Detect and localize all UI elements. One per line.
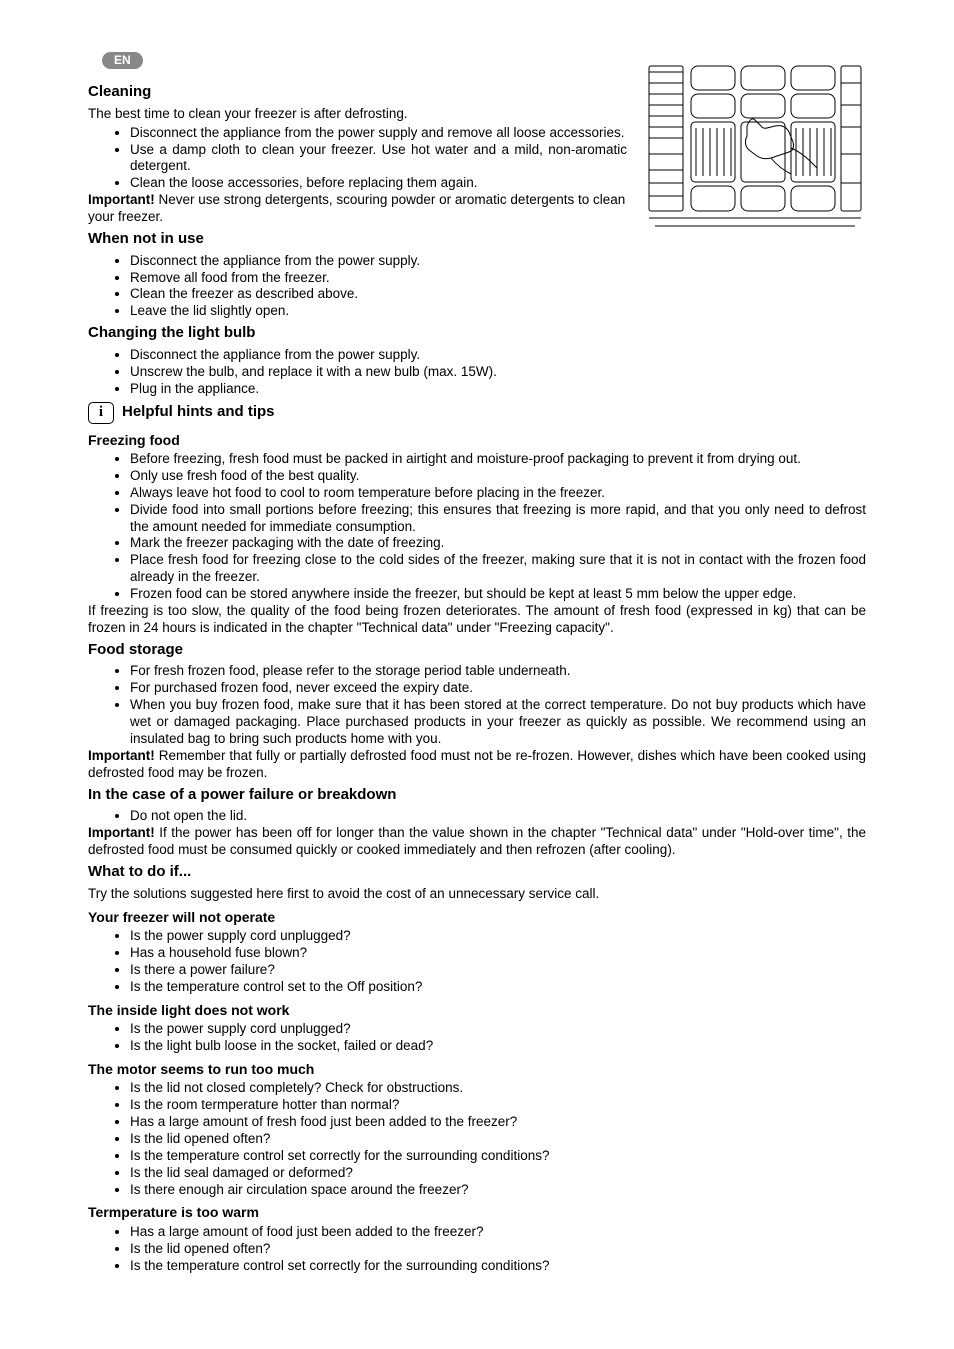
light-bulb-list: Disconnect the appliance from the power … [88, 347, 866, 398]
important-text: If the power has been off for longer tha… [88, 825, 866, 857]
troubleshoot-list: Is the lid not closed completely? Check … [88, 1080, 866, 1198]
what-to-do-heading: What to do if... [88, 863, 866, 882]
cleaning-diagram [641, 58, 866, 233]
freezing-heading: Freezing food [88, 432, 866, 450]
list-item: Is the temperature control set correctly… [130, 1258, 866, 1275]
light-bulb-heading: Changing the light bulb [88, 324, 866, 343]
freezing-outro: If freezing is too slow, the quality of … [88, 603, 866, 637]
troubleshoot-group-heading: Your freezer will not operate [88, 909, 866, 927]
power-failure-list: Do not open the lid. [88, 808, 866, 825]
list-item: Disconnect the appliance from the power … [130, 347, 866, 364]
hints-heading: Helpful hints and tips [122, 403, 275, 422]
list-item: Remove all food from the freezer. [130, 270, 866, 287]
power-failure-important: Important! If the power has been off for… [88, 825, 866, 859]
list-item: Do not open the lid. [130, 808, 866, 825]
important-text: Never use strong detergents, scouring po… [88, 192, 625, 224]
storage-list: For fresh frozen food, please refer to t… [88, 663, 866, 747]
power-failure-heading: In the case of a power failure or breakd… [88, 786, 866, 805]
list-item: Is there enough air circulation space ar… [130, 1182, 866, 1199]
language-badge: EN [102, 52, 143, 69]
list-item: Always leave hot food to cool to room te… [130, 485, 866, 502]
what-to-do-intro: Try the solutions suggested here first t… [88, 886, 866, 903]
important-label: Important! [88, 192, 155, 207]
list-item: Is the lid opened often? [130, 1131, 866, 1148]
list-item: Has a large amount of fresh food just be… [130, 1114, 866, 1131]
troubleshoot-list: Is the power supply cord unplugged?Is th… [88, 1021, 866, 1055]
list-item: Is the power supply cord unplugged? [130, 928, 866, 945]
list-item: Is the power supply cord unplugged? [130, 1021, 866, 1038]
storage-heading: Food storage [88, 641, 866, 660]
list-item: Is there a power failure? [130, 962, 866, 979]
list-item: Mark the freezer packaging with the date… [130, 535, 866, 552]
list-item: Is the temperature control set to the Of… [130, 979, 866, 996]
list-item: Divide food into small portions before f… [130, 502, 866, 536]
list-item: Has a household fuse blown? [130, 945, 866, 962]
list-item: For fresh frozen food, please refer to t… [130, 663, 866, 680]
important-text: Remember that fully or partially defrost… [88, 748, 866, 780]
list-item: Is the lid seal damaged or deformed? [130, 1165, 866, 1182]
list-item: Unscrew the bulb, and replace it with a … [130, 364, 866, 381]
freezing-list: Before freezing, fresh food must be pack… [88, 451, 866, 603]
list-item: Is the light bulb loose in the socket, f… [130, 1038, 866, 1055]
troubleshoot-list: Has a large amount of food just been add… [88, 1224, 866, 1275]
important-label: Important! [88, 748, 155, 763]
list-item: Is the temperature control set correctly… [130, 1148, 866, 1165]
list-item: Leave the lid slightly open. [130, 303, 866, 320]
important-label: Important! [88, 825, 155, 840]
list-item: Is the lid not closed completely? Check … [130, 1080, 866, 1097]
list-item: Plug in the appliance. [130, 381, 866, 398]
list-item: Is the room termperature hotter than nor… [130, 1097, 866, 1114]
list-item: Has a large amount of food just been add… [130, 1224, 866, 1241]
troubleshoot-group-heading: The inside light does not work [88, 1002, 866, 1020]
list-item: Place fresh food for freezing close to t… [130, 552, 866, 586]
not-in-use-list: Disconnect the appliance from the power … [88, 253, 866, 321]
info-icon: i [88, 402, 114, 424]
list-item: Disconnect the appliance from the power … [130, 253, 866, 270]
list-item: For purchased frozen food, never exceed … [130, 680, 866, 697]
storage-important: Important! Remember that fully or partia… [88, 748, 866, 782]
troubleshoot-group-heading: The motor seems to run too much [88, 1061, 866, 1079]
list-item: When you buy frozen food, make sure that… [130, 697, 866, 748]
list-item: Before freezing, fresh food must be pack… [130, 451, 866, 468]
troubleshoot-group-heading: Termperature is too warm [88, 1204, 866, 1222]
list-item: Only use fresh food of the best quality. [130, 468, 866, 485]
troubleshoot-list: Is the power supply cord unplugged?Has a… [88, 928, 866, 996]
list-item: Clean the freezer as described above. [130, 286, 866, 303]
list-item: Frozen food can be stored anywhere insid… [130, 586, 866, 603]
list-item: Is the lid opened often? [130, 1241, 866, 1258]
